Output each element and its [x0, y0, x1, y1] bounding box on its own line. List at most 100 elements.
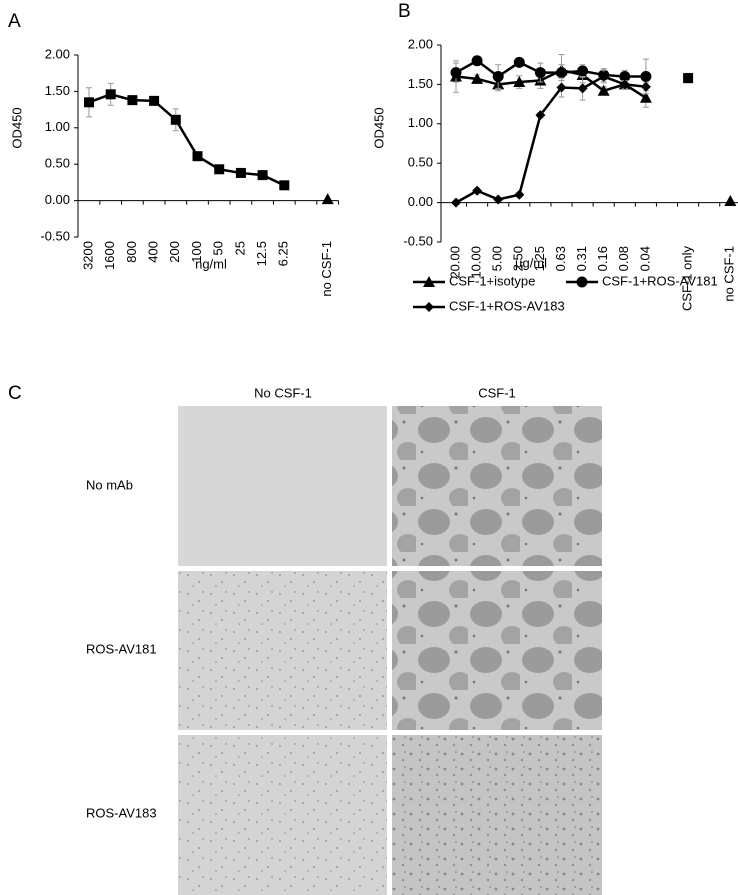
y-tick-label: 2.00 — [408, 36, 433, 51]
legend-label: CSF-1+ROS-AV181 — [602, 273, 718, 288]
legend-label: CSF-1+isotype — [449, 273, 535, 288]
x-tick-label: 10.00 — [469, 246, 484, 279]
x-tick-label: 3200 — [80, 241, 95, 270]
x-tick-label: 0.16 — [595, 246, 610, 271]
marker — [492, 71, 504, 83]
x-tick-label: 50 — [211, 241, 226, 255]
panel-letter: B — [398, 1, 411, 22]
x-tick-label: 0.63 — [553, 246, 568, 271]
marker — [534, 67, 546, 79]
y-tick-label: 0.50 — [45, 156, 70, 171]
marker — [471, 55, 483, 67]
y-tick-label: 2.00 — [45, 46, 70, 61]
marker — [192, 151, 203, 162]
x-tick-label: 6.25 — [276, 241, 291, 266]
marker — [597, 84, 610, 96]
row-label: ROS-AV183 — [86, 805, 157, 820]
marker — [84, 97, 94, 108]
micrograph — [392, 406, 602, 566]
y-tick-label: 1.50 — [408, 76, 433, 91]
x-tick-label: 0.04 — [637, 246, 652, 271]
micrograph — [392, 735, 602, 895]
marker — [724, 195, 737, 207]
marker — [639, 91, 652, 103]
marker — [640, 71, 652, 83]
marker — [514, 189, 525, 200]
marker — [598, 71, 609, 82]
marker — [471, 72, 484, 84]
row-label: No mAb — [86, 477, 133, 492]
series-line — [455, 59, 646, 79]
marker — [450, 67, 462, 79]
x-tick-label: no CSF-1 — [722, 246, 737, 302]
x-tick-label: 2.50 — [511, 246, 526, 271]
marker — [577, 65, 589, 77]
y-tick-label: 1.00 — [45, 119, 70, 134]
marker — [513, 56, 525, 68]
micrograph — [178, 735, 387, 895]
marker — [424, 302, 434, 312]
series-line — [455, 68, 647, 99]
x-axis-label: ng/ml — [195, 256, 227, 271]
series-line — [88, 93, 285, 187]
marker — [257, 170, 268, 181]
x-tick-label: 100 — [189, 241, 204, 263]
marker — [493, 194, 504, 205]
y-tick-label: -0.50 — [403, 233, 433, 248]
x-tick-label: 12.5 — [254, 241, 269, 266]
x-tick-label: 400 — [146, 241, 161, 263]
marker — [683, 73, 694, 84]
marker — [556, 67, 567, 79]
x-tick-label: 25 — [232, 241, 247, 255]
y-tick-label: 0.50 — [408, 155, 433, 170]
x-tick-label: no CSF-1 — [319, 241, 334, 297]
marker — [105, 89, 116, 100]
y-tick-label: -0.50 — [40, 228, 70, 243]
marker — [170, 114, 181, 125]
micrograph — [178, 406, 387, 566]
y-tick-label: 1.50 — [45, 83, 70, 98]
marker — [472, 185, 483, 196]
y-axis-label: OD450 — [371, 107, 386, 148]
marker — [423, 276, 435, 287]
series-line — [455, 75, 647, 204]
panel-letter: A — [8, 11, 21, 32]
x-tick-label: CSF-1 only — [680, 246, 695, 312]
x-tick-label: 1.25 — [532, 246, 547, 271]
column-header: CSF-1 — [478, 385, 516, 400]
marker — [576, 276, 588, 288]
marker — [535, 110, 546, 121]
x-axis-label: µg/ml — [515, 255, 547, 270]
marker — [321, 193, 334, 205]
x-tick-label: 200 — [167, 241, 182, 263]
marker — [577, 83, 588, 94]
panel-letter: C — [8, 383, 22, 404]
marker — [513, 76, 526, 88]
y-axis-label: OD450 — [9, 107, 24, 148]
marker — [619, 71, 631, 83]
y-tick-label: 0.00 — [45, 192, 70, 207]
micrograph — [178, 571, 387, 730]
x-tick-label: 1600 — [102, 241, 117, 270]
micrograph — [392, 571, 602, 730]
x-tick-label: 0.08 — [616, 246, 631, 271]
legend-label: CSF-1+ROS-AV183 — [449, 298, 565, 313]
marker — [235, 167, 246, 178]
x-tick-label: 5.00 — [490, 246, 505, 271]
x-tick-label: 0.31 — [574, 246, 589, 271]
marker — [451, 197, 461, 208]
marker — [619, 79, 630, 90]
y-tick-label: 0.00 — [408, 194, 433, 209]
row-label: ROS-AV181 — [86, 641, 157, 656]
marker — [279, 180, 290, 191]
y-tick-label: 1.00 — [408, 115, 433, 130]
marker — [127, 95, 138, 106]
x-tick-label: 20.00 — [447, 246, 462, 279]
marker — [556, 82, 567, 93]
x-tick-label: 800 — [124, 241, 139, 263]
micrographs — [178, 406, 602, 895]
column-header: No CSF-1 — [254, 385, 312, 400]
marker — [640, 81, 651, 92]
marker — [214, 164, 225, 175]
